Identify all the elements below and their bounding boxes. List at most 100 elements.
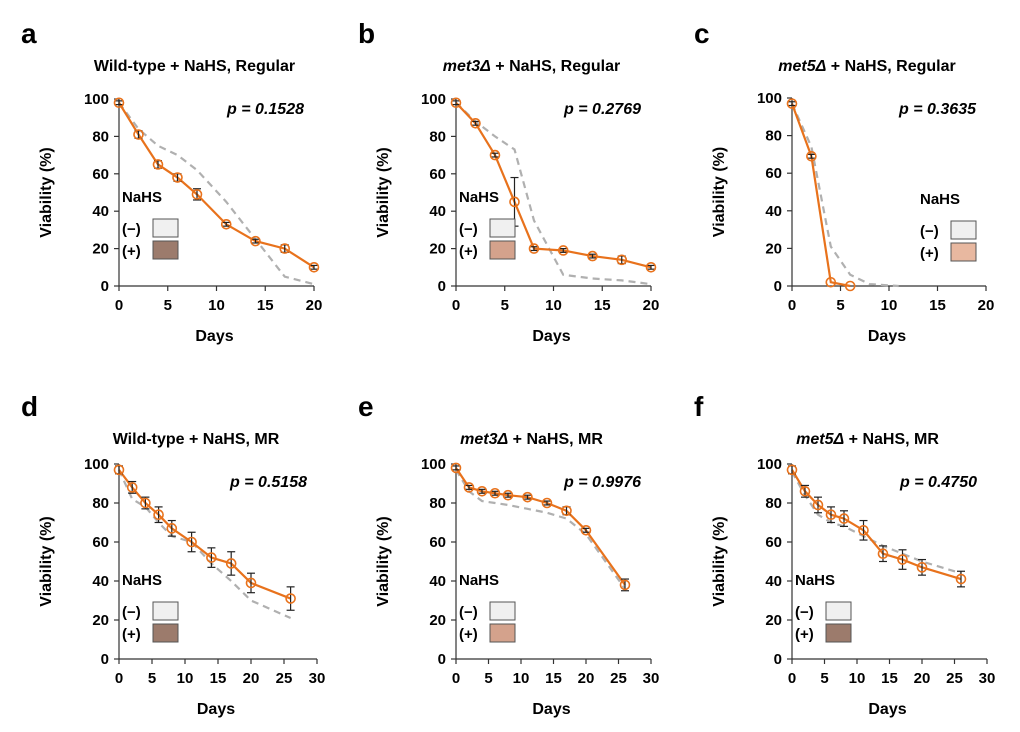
y-axis-label: Viability (%) bbox=[375, 516, 392, 606]
series-treated-line bbox=[118, 102, 315, 269]
error-bar bbox=[530, 246, 538, 252]
y-tick-label: 100 bbox=[421, 91, 446, 108]
data-point bbox=[522, 491, 533, 503]
x-tick-label: 20 bbox=[978, 297, 995, 314]
series-control-line bbox=[117, 469, 292, 620]
x-tick-label: 5 bbox=[148, 670, 156, 687]
y-tick-label: 100 bbox=[421, 456, 446, 473]
data-point bbox=[308, 261, 320, 273]
y-tick-label: 40 bbox=[429, 573, 446, 590]
data-point bbox=[812, 499, 824, 511]
x-axis-label: Days bbox=[195, 328, 233, 345]
data-point bbox=[113, 464, 125, 476]
y-tick-label: 60 bbox=[765, 165, 782, 182]
data-point bbox=[450, 462, 462, 474]
p-value: p = 0.2769 bbox=[563, 101, 641, 118]
x-tick-label: 30 bbox=[643, 670, 660, 687]
legend: NaHS (−) (+) bbox=[920, 191, 977, 262]
error-bar bbox=[286, 586, 295, 611]
data-point bbox=[616, 254, 628, 266]
y-tick-label: 0 bbox=[101, 278, 109, 295]
y-tick-label: 100 bbox=[84, 456, 109, 473]
panel-title: met5Δ + NaHS, Regular bbox=[778, 58, 955, 75]
panel-title-gene: met5Δ bbox=[796, 431, 844, 448]
legend-title: NaHS bbox=[795, 572, 835, 589]
y-tick-label: 60 bbox=[429, 166, 446, 183]
legend-swatch bbox=[489, 601, 516, 621]
error-bar bbox=[898, 549, 907, 570]
x-tick-label: 0 bbox=[788, 670, 796, 687]
error-bar bbox=[247, 572, 255, 594]
y-tick-label: 80 bbox=[92, 128, 109, 145]
data-point bbox=[113, 97, 125, 109]
error-bar bbox=[452, 100, 460, 106]
legend-swatch bbox=[152, 218, 179, 238]
y-tick-label: 20 bbox=[765, 240, 782, 257]
x-tick-label: 5 bbox=[836, 297, 844, 314]
error-bar bbox=[207, 547, 216, 568]
series-treated-line bbox=[790, 103, 851, 288]
legend-item-label: (+) bbox=[122, 243, 141, 260]
panel-title-text: + NaHS, Regular bbox=[491, 58, 620, 75]
legend-item-label: (+) bbox=[795, 626, 814, 643]
data-point bbox=[786, 98, 798, 109]
data-point bbox=[587, 250, 598, 262]
x-tick-label: 15 bbox=[210, 670, 227, 687]
error-bar bbox=[491, 490, 499, 496]
y-tick-label: 60 bbox=[92, 166, 109, 183]
legend-item-label: (−) bbox=[459, 221, 478, 238]
x-tick-label: 10 bbox=[177, 670, 194, 687]
data-point bbox=[285, 593, 296, 604]
x-tick-label: 20 bbox=[306, 297, 323, 314]
data-point bbox=[877, 548, 889, 560]
x-tick-label: 10 bbox=[881, 297, 898, 314]
data-point bbox=[799, 485, 811, 497]
error-bar bbox=[582, 527, 590, 533]
panel-e: e met3Δ + NaHS, MR 0 5 10 15 20 25 30 0 20 40 60 80 10… bbox=[358, 391, 659, 718]
x-tick-label: 15 bbox=[929, 297, 946, 314]
x-tick-label: 0 bbox=[115, 297, 123, 314]
panel-title-text: + NaHS, Regular bbox=[826, 58, 955, 75]
legend-item-label: (−) bbox=[122, 604, 141, 621]
series-control-line bbox=[455, 101, 652, 286]
x-tick-label: 25 bbox=[610, 670, 627, 687]
x-tick-label: 20 bbox=[243, 670, 260, 687]
x-tick-label: 0 bbox=[788, 297, 796, 314]
data-point bbox=[152, 159, 164, 170]
series-treated-line bbox=[118, 469, 292, 600]
data-point bbox=[250, 235, 261, 247]
data-point bbox=[279, 243, 291, 254]
panel-title-gene: met5Δ bbox=[778, 58, 826, 75]
data-point bbox=[140, 497, 151, 509]
series-control-line bbox=[118, 102, 315, 286]
x-tick-label: 5 bbox=[484, 670, 492, 687]
panel-title-text: Wild-type + NaHS, Regular bbox=[94, 58, 295, 75]
data-point bbox=[225, 558, 237, 569]
legend-swatch bbox=[825, 601, 852, 621]
error-bar bbox=[543, 500, 551, 506]
legend-item-label: (+) bbox=[122, 626, 141, 643]
x-axis-label: Days bbox=[532, 701, 570, 718]
y-tick-label: 40 bbox=[429, 203, 446, 220]
panel-label: a bbox=[21, 18, 37, 49]
panel-title-text: Wild-type + NaHS, MR bbox=[113, 431, 280, 448]
series-treated-line bbox=[791, 469, 962, 581]
data-point bbox=[858, 524, 869, 536]
legend-swatch bbox=[489, 240, 516, 260]
panel-a: a Wild-type + NaHS, Regular 0 5 10 15 20 0 20 40 6… bbox=[21, 18, 322, 345]
y-tick-label: 60 bbox=[429, 534, 446, 551]
panel-label: d bbox=[21, 391, 38, 422]
error-bar bbox=[559, 248, 568, 253]
panel-d: d Wild-type + NaHS, MR 0 5 10 15 20 25 30 0 20 40 60… bbox=[21, 391, 325, 718]
legend-item-label: (−) bbox=[920, 223, 939, 240]
legend-swatch bbox=[152, 601, 179, 621]
panel-title: met3Δ + NaHS, MR bbox=[460, 431, 603, 448]
data-point bbox=[786, 464, 798, 476]
panel-label: c bbox=[694, 18, 710, 49]
p-value: p = 0.5158 bbox=[229, 474, 307, 491]
panel-f: f met5Δ + NaHS, MR 0 5 10 15 20 25 30 0 20 40 60 80 10… bbox=[694, 391, 995, 718]
x-tick-label: 25 bbox=[276, 670, 293, 687]
legend: NaHS (−) (+) bbox=[122, 189, 179, 260]
error-bar bbox=[814, 496, 822, 514]
x-tick-label: 0 bbox=[452, 670, 460, 687]
